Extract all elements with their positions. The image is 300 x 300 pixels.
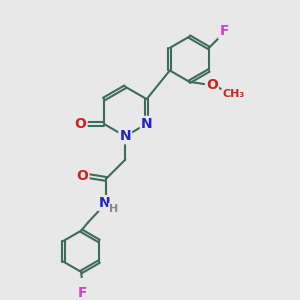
Text: O: O	[75, 117, 87, 131]
Text: O: O	[76, 169, 88, 183]
Text: O: O	[206, 77, 218, 92]
Text: H: H	[109, 204, 118, 214]
Text: CH₃: CH₃	[222, 89, 244, 99]
Text: F: F	[219, 24, 229, 38]
Text: N: N	[99, 196, 110, 210]
Text: N: N	[119, 129, 131, 143]
Text: F: F	[78, 286, 87, 300]
Text: N: N	[141, 117, 152, 131]
